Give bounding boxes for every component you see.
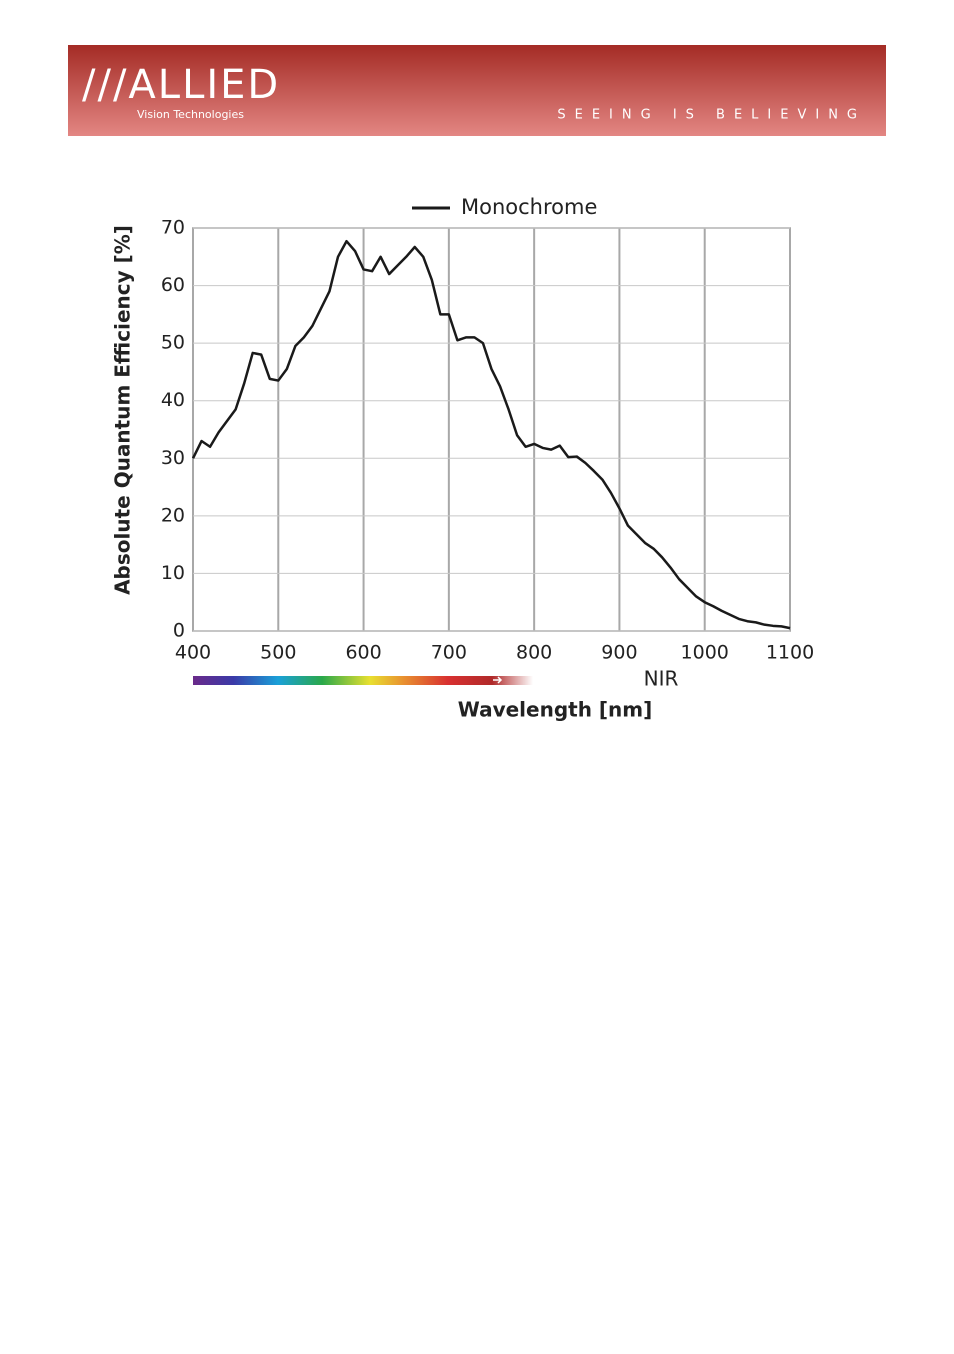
nir-label: NIR [644, 667, 679, 691]
x-tick-label: 700 [431, 642, 467, 664]
chart: Monochrome Absolute Quantum Efficiency [… [111, 195, 815, 722]
header-banner [68, 45, 886, 136]
y-tick-label: 60 [161, 274, 185, 296]
x-tick-label: 600 [345, 642, 381, 664]
data-line [191, 239, 791, 630]
y-tick-label: 30 [161, 447, 185, 469]
y-axis-label: Absolute Quantum Efficiency [%] [111, 225, 135, 595]
x-tick-label: 1000 [681, 642, 729, 664]
y-tick-label: 70 [161, 217, 185, 239]
x-tick-label: 900 [601, 642, 637, 664]
spectrum-bar [193, 676, 533, 685]
x-axis-label: Wavelength [nm] [458, 698, 653, 722]
x-tick-label: 1100 [766, 642, 814, 664]
y-tick-label: 0 [173, 620, 185, 642]
y-tick-label: 10 [161, 562, 185, 584]
logo-subtitle: Vision Technologies [137, 108, 244, 121]
x-tick-label: 800 [516, 642, 552, 664]
x-tick-label: 500 [260, 642, 296, 664]
plot-frame [192, 227, 791, 632]
legend-label: Monochrome [461, 195, 597, 219]
logo: ///ALLIED [82, 62, 280, 108]
tagline: SEEING IS BELIEVING [557, 108, 866, 123]
spectrum-arrow [493, 676, 503, 684]
y-tick-label: 20 [161, 504, 185, 526]
x-tick-label: 400 [175, 642, 211, 664]
y-tick-label: 40 [161, 389, 185, 411]
y-tick-label: 50 [161, 332, 185, 354]
